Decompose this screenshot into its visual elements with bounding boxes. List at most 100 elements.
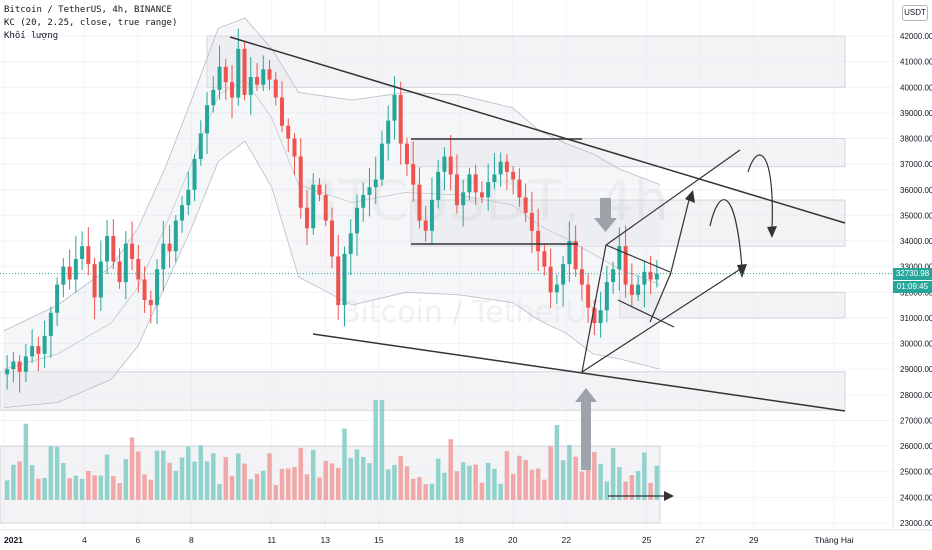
candle-body [161,243,166,270]
volume-bar [585,462,591,500]
candle-body [92,264,97,298]
volume-bar [410,478,416,500]
volume-bar [648,482,653,500]
triangle-edge [581,244,607,373]
arrow-head [737,264,747,278]
volume-bar [510,473,516,500]
candle-body [654,273,659,280]
volume-bar [373,400,378,500]
volume-bar [248,479,254,500]
candle-body [273,79,278,98]
volume-bar [329,463,335,500]
volume-bar [304,474,310,500]
volume-bar [610,448,616,500]
candle-body [248,77,253,95]
candle-body [23,356,28,372]
candle-body [492,174,497,183]
legend-volume[interactable]: Khối lượng [4,31,59,41]
volume-bar [473,464,478,500]
volume-bar [517,455,522,500]
volume-bar [523,459,528,500]
volume-bar [98,475,104,500]
time-tick-label: 18 [454,535,464,545]
volume-bar [217,484,222,500]
candle-body [42,335,47,354]
keltner-upper [3,17,661,332]
candle-body [348,233,353,254]
volume-bar [567,445,572,500]
legend-indicator[interactable]: KC (20, 2.25, close, true range) [4,18,178,28]
candle-body [48,312,53,336]
candle-body [255,77,260,85]
volume-bar [36,478,41,500]
candle-body [423,220,428,231]
price-tick-label: 26000.00 [900,442,932,451]
volume-bar [629,475,635,500]
volume-bar [211,453,216,500]
legend-symbol[interactable]: Bitcoin / TetherUS, 4h, BINANCE [4,5,172,15]
watermark-name: Bitcoin / TetherUS [340,295,606,330]
candle-body [298,156,303,208]
time-tick-label: 29 [749,535,759,545]
pennant-lower [617,299,675,328]
volume-bar [242,463,247,500]
candle-body [379,143,384,180]
volume-bar [335,468,341,500]
volume-bar [554,425,560,500]
candle-body [642,271,647,285]
candle-body [304,207,309,229]
volume-bar [398,456,403,500]
volume-bar [642,452,647,500]
zone-rect [410,138,846,168]
candle-body [292,138,297,157]
projection-curve [747,154,773,231]
price-tick-label: 30000.00 [900,340,932,349]
price-tick-label: 24000.00 [900,493,932,502]
arrow-head [767,226,777,238]
candle-body [317,184,322,195]
volume-bar [548,446,553,500]
volume-bar [17,461,22,500]
volume-bar [542,479,547,500]
price-tick-label: 27000.00 [900,416,932,425]
candle-body [155,269,160,306]
candle-body [611,269,616,283]
candle-body [180,205,185,221]
candle-body [511,171,516,180]
price-tick-label: 31000.00 [900,314,932,323]
volume-bars [4,400,660,500]
volume-bar [86,470,91,500]
volume-bar [223,457,229,500]
time-tick-label: 11 [267,535,276,545]
candle-body [311,184,316,229]
candle-body [105,235,110,262]
candle-body [267,69,272,80]
volume-bar [298,447,303,500]
candle-body [236,48,241,98]
candle-body [648,271,653,280]
volume-bar [529,469,535,500]
volume-bar [442,472,447,500]
volume-bar [592,451,597,500]
candle-body [442,156,447,172]
candle-body [529,212,534,231]
candle-body [592,307,597,324]
candle-body [111,235,116,262]
volume-bar [148,479,154,500]
candle-body [411,164,416,185]
candle-body [86,246,91,265]
up-arrow-marker [575,388,597,470]
volume-bar [635,470,641,500]
candle-body [448,156,453,175]
time-tick-label: 2021 [4,535,23,545]
candle-body [261,69,266,85]
candle-body [5,369,10,375]
candle-body [30,346,35,357]
candle-body [567,241,572,265]
price-tick-label: 28000.00 [900,391,932,400]
candlesticks [5,28,659,393]
volume-bar [467,465,472,500]
candle-body [280,97,285,126]
currency-button[interactable]: USDT [902,5,928,21]
